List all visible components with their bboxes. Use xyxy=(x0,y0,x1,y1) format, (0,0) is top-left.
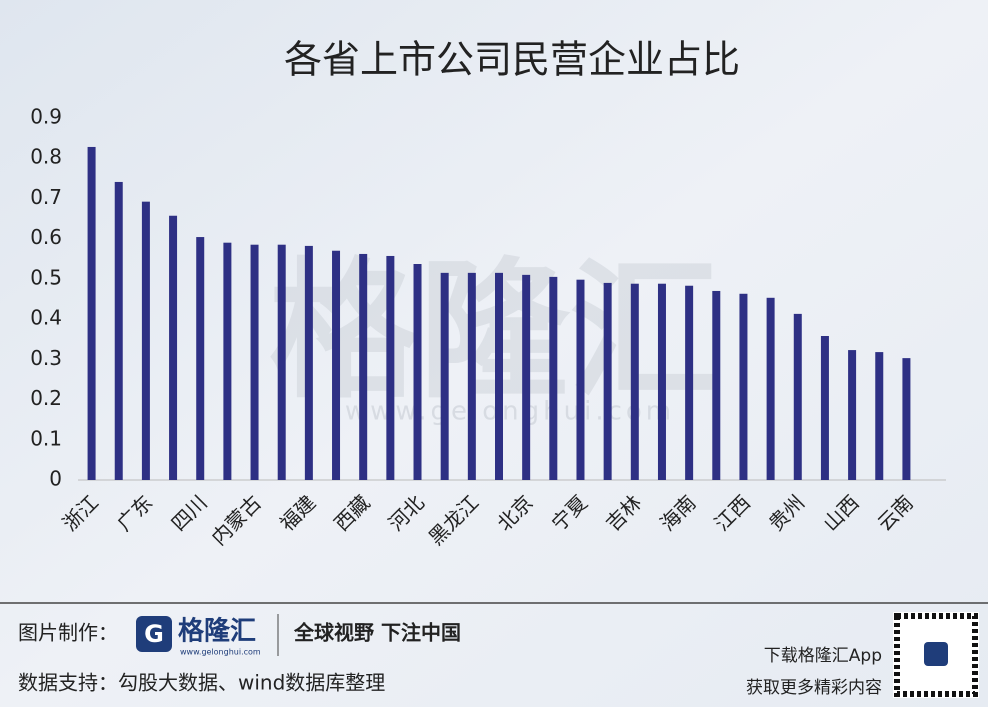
y-tick-label: 0 xyxy=(49,467,62,491)
slogan: 全球视野 下注中国 xyxy=(293,621,461,645)
y-tick-label: 0.2 xyxy=(30,386,62,410)
bar xyxy=(169,215,178,481)
bar xyxy=(223,242,232,480)
bar xyxy=(495,272,503,480)
bar xyxy=(739,293,748,480)
bar xyxy=(630,283,639,480)
bar xyxy=(332,250,341,480)
logo-url: www.gelonghui.com xyxy=(180,648,261,657)
bar xyxy=(359,253,368,480)
chart-title: 各省上市公司民营企业占比 xyxy=(284,38,740,82)
qr-pattern xyxy=(894,613,978,697)
bar xyxy=(467,272,476,480)
logo-name: 格隆汇 xyxy=(178,616,256,647)
bar xyxy=(712,290,721,480)
bar xyxy=(685,285,694,480)
qr-logo xyxy=(924,642,948,666)
watermark-url: www.gelonghui.com xyxy=(345,397,675,427)
y-tick-label: 0.8 xyxy=(30,145,62,169)
bar xyxy=(522,274,531,480)
y-tick-label: 0.1 xyxy=(30,426,62,450)
bar xyxy=(87,146,96,480)
y-tick-label: 0.7 xyxy=(30,185,62,209)
bar xyxy=(440,272,449,480)
bar xyxy=(114,181,123,480)
y-tick-label: 0.9 xyxy=(30,105,62,129)
y-tick-label: 0.5 xyxy=(30,265,62,289)
bar xyxy=(277,244,286,480)
bar xyxy=(875,352,884,480)
data-support: 数据支持：勾股大数据、wind数据库整理 xyxy=(18,671,385,695)
logo-icon xyxy=(136,616,172,652)
bar xyxy=(196,237,205,480)
y-tick-label: 0.3 xyxy=(30,346,62,370)
bar xyxy=(549,276,558,480)
bar xyxy=(820,336,829,480)
made-by-label: 图片制作： xyxy=(18,621,118,645)
bar xyxy=(304,245,313,480)
bar xyxy=(848,350,857,480)
bar xyxy=(386,255,395,480)
watermark-logo: 格隆汇 xyxy=(269,245,719,419)
bar xyxy=(766,297,775,480)
bar xyxy=(576,279,585,480)
y-tick-label: 0.4 xyxy=(30,306,62,330)
y-tick-label: 0.6 xyxy=(30,225,62,249)
app-line: 获取更多精彩内容 xyxy=(746,678,882,698)
bar xyxy=(141,201,150,480)
bar xyxy=(413,264,422,480)
bar xyxy=(902,358,911,480)
bar xyxy=(603,282,612,480)
bar xyxy=(793,313,802,480)
app-line: 下载格隆汇App xyxy=(764,646,882,666)
bar xyxy=(657,283,666,480)
logo-letter: G xyxy=(144,620,164,648)
bar xyxy=(250,244,259,480)
